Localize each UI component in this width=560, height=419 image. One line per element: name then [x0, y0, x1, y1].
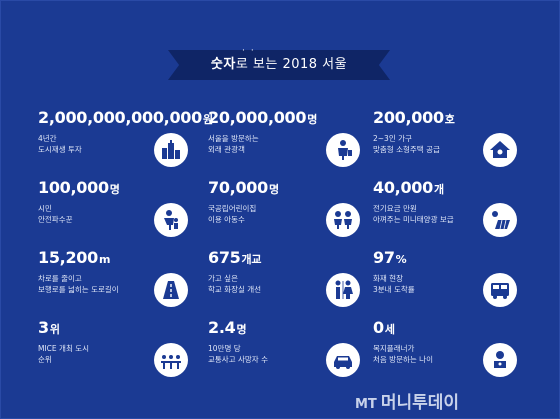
- stat-value: 675개교: [208, 248, 262, 267]
- stat-desc: 서울을 방문하는 외래 관광객: [208, 134, 259, 154]
- title-highlight: 숫자: [210, 57, 236, 72]
- road-icon: [154, 273, 188, 307]
- page-title: 숫자로 보는 2018 서울: [168, 50, 390, 80]
- stat-value: 2,000,000,000,000원: [38, 108, 213, 127]
- stat-safety-guardians: 100,000명 시민 안전파수꾼: [38, 178, 208, 248]
- stat-fire-response: 97% 화재 현장 3분내 도착률: [373, 248, 543, 318]
- stat-housing: 200,000호 2~3인 가구 맞춤형 소형주택 공급: [373, 108, 543, 178]
- stat-desc: 화재 현장 3분내 도착률: [373, 274, 415, 294]
- stat-desc: 복지플래너가 처음 방문하는 나이: [373, 344, 433, 364]
- stat-value: 40,000개: [373, 178, 444, 197]
- baby-icon: [483, 343, 517, 377]
- car-accident-icon: [326, 343, 360, 377]
- restroom-icon: [326, 273, 360, 307]
- title-rest: 로 보는 2018 서울: [235, 57, 348, 72]
- stat-traffic-deaths: 2.4명 10만명 당 교통사고 사망자 수: [208, 318, 378, 388]
- guardian-icon: [154, 203, 188, 237]
- stat-desc: 차로를 줄이고 보행로를 넓히는 도로길이: [38, 274, 119, 294]
- stat-desc: 전기요금 만원 아껴주는 미니태양광 보급: [373, 204, 454, 224]
- stat-investment: 2,000,000,000,000원 4년간 도시재생 투자: [38, 108, 213, 178]
- moneytoday-logo: MT 머니투데이: [355, 393, 460, 413]
- title-banner: ·· 숫자로 보는 2018 서울: [168, 46, 390, 80]
- stat-value: 100,000명: [38, 178, 120, 197]
- stat-desc: MICE 개최 도시 순위: [38, 344, 90, 364]
- stat-school-restrooms: 675개교 가고 싶은 학교 화장실 개선: [208, 248, 378, 318]
- tourist-icon: [326, 133, 360, 167]
- conference-icon: [154, 343, 188, 377]
- stat-desc: 4년간 도시재생 투자: [38, 134, 82, 154]
- stat-welfare-age: 0세 복지플래너가 처음 방문하는 나이: [373, 318, 543, 388]
- stat-desc: 2~3인 가구 맞춤형 소형주택 공급: [373, 134, 440, 154]
- stat-desc: 가고 싶은 학교 화장실 개선: [208, 274, 262, 294]
- stat-mice-rank: 3위 MICE 개최 도시 순위: [38, 318, 208, 388]
- stat-value: 70,000명: [208, 178, 279, 197]
- stat-value: 3위: [38, 318, 60, 337]
- city-buildings-icon: [154, 133, 188, 167]
- stat-road-length: 15,200m 차로를 줄이고 보행로를 넓히는 도로길이: [38, 248, 208, 318]
- stat-value: 97%: [373, 248, 407, 267]
- house-icon: [483, 133, 517, 167]
- stat-solar: 40,000개 전기요금 만원 아껴주는 미니태양광 보급: [373, 178, 543, 248]
- stat-value: 0세: [373, 318, 395, 337]
- title-banner-shape: [168, 50, 390, 80]
- solar-panel-icon: [483, 203, 517, 237]
- stat-value: 200,000호: [373, 108, 455, 127]
- stat-desc: 10만명 당 교통사고 사망자 수: [208, 344, 268, 364]
- children-icon: [326, 203, 360, 237]
- stat-value: 2.4명: [208, 318, 247, 337]
- stat-tourists: 20,000,000명 서울을 방문하는 외래 관광객: [208, 108, 378, 178]
- stat-value: 20,000,000명: [208, 108, 318, 127]
- stat-desc: 시민 안전파수꾼: [38, 204, 73, 224]
- stat-daycare: 70,000명 국공립어린이집 이용 아동수: [208, 178, 378, 248]
- stat-value: 15,200m: [38, 248, 111, 267]
- stat-desc: 국공립어린이집 이용 아동수: [208, 204, 257, 224]
- title-emphasis-dots: ··: [242, 46, 260, 56]
- fire-truck-icon: [483, 273, 517, 307]
